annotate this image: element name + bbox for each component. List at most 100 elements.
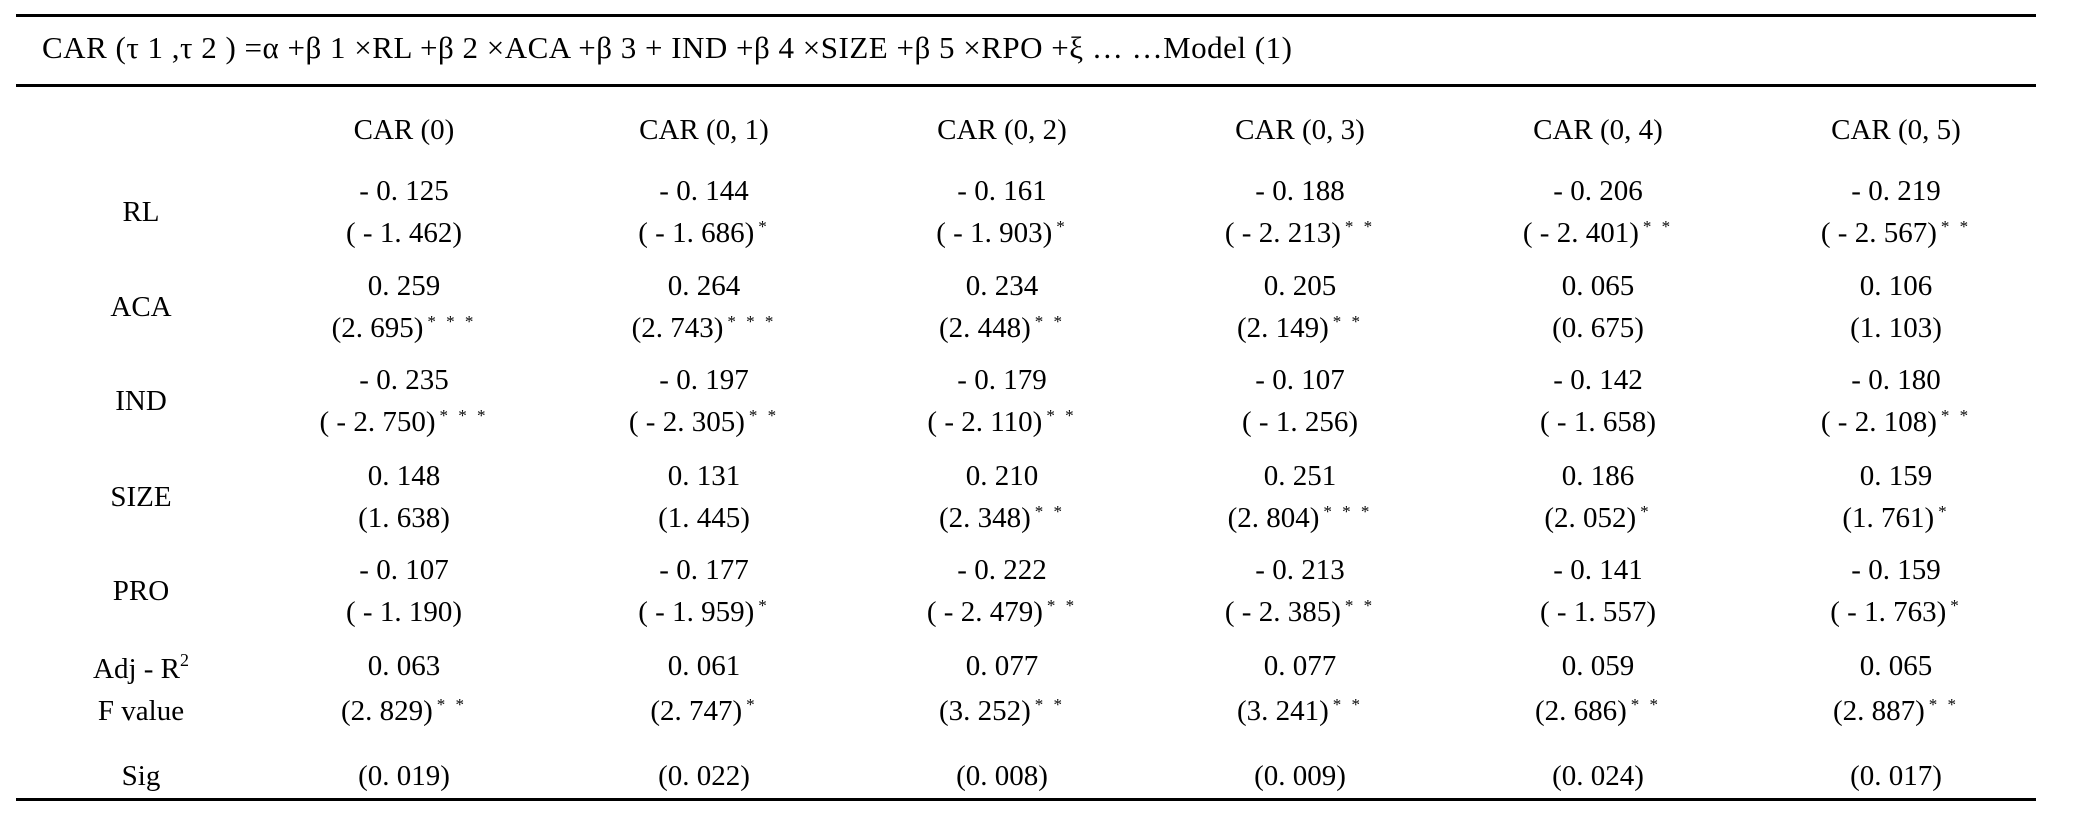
coefficient-cell: 0. 259: [367, 270, 441, 302]
coefficient-cell: - 0. 144: [659, 175, 749, 207]
statistic-cell: (3. 252) * *: [939, 695, 1065, 728]
table-bottom-rule: [16, 798, 2036, 801]
significance-stars: * *: [1034, 695, 1066, 714]
significance-stars: *: [758, 596, 770, 615]
coefficient-cell: 0. 205: [1263, 270, 1337, 302]
significance-stars: * *: [1642, 217, 1674, 236]
statistic-value: (2. 804): [1227, 502, 1320, 534]
row-label-superscript: 2: [180, 650, 189, 670]
table-header-rule: [16, 84, 2036, 87]
statistic-value: ( - 1. 190): [346, 596, 462, 628]
coefficient-cell: 0. 264: [667, 270, 741, 302]
statistic-cell: (2. 887) * *: [1833, 695, 1959, 728]
statistic-value: (2. 829): [340, 695, 433, 727]
statistic-cell: (0. 009): [1254, 760, 1346, 793]
coefficient-cell: - 0. 177: [659, 554, 749, 586]
table-top-rule: [16, 14, 2036, 17]
coefficient-cell: - 0. 141: [1553, 554, 1643, 586]
statistic-cell: (2. 149) * *: [1237, 312, 1363, 345]
statistic-cell: ( - 2. 213) * *: [1225, 217, 1375, 250]
statistic-cell: ( - 1. 462): [346, 217, 462, 250]
statistic-cell: (2. 695) * * *: [332, 312, 477, 345]
statistic-value: (2. 695): [331, 312, 424, 344]
coefficient-cell: - 0. 179: [957, 364, 1047, 396]
statistic-value: (0. 019): [358, 760, 450, 792]
significance-stars: * *: [1344, 217, 1376, 236]
coefficient-cell: 0. 077: [965, 650, 1039, 682]
statistic-value: ( - 1. 903): [936, 217, 1053, 249]
statistic-cell: (0. 022): [658, 760, 750, 793]
statistic-cell: (2. 448) * *: [939, 312, 1065, 345]
statistic-value: ( - 1. 256): [1242, 406, 1358, 438]
statistic-value: ( - 2. 479): [926, 596, 1043, 628]
statistic-value: ( - 1. 763): [1830, 596, 1947, 628]
statistic-cell: ( - 1. 763) *: [1830, 596, 1961, 629]
coefficient-cell: 0. 065: [1561, 270, 1635, 302]
statistic-value: (0. 024): [1552, 760, 1644, 792]
coefficient-cell: 0. 234: [965, 270, 1039, 302]
statistic-value: ( - 2. 110): [927, 406, 1043, 438]
statistic-value: (2. 448): [938, 312, 1031, 344]
statistic-cell: ( - 1. 903) *: [936, 217, 1067, 250]
statistic-value: (3. 252): [938, 695, 1031, 727]
row-label: SIZE: [110, 481, 172, 513]
statistic-cell: (2. 804) * * *: [1228, 502, 1373, 535]
statistic-cell: ( - 2. 385) * *: [1225, 596, 1375, 629]
statistic-cell: (0. 019): [358, 760, 450, 793]
column-header: CAR (0, 1): [639, 114, 769, 146]
statistic-cell: ( - 2. 401) * *: [1523, 217, 1673, 250]
coefficient-cell: 0. 059: [1561, 650, 1635, 682]
statistic-cell: (2. 052) *: [1544, 502, 1651, 535]
coefficient-cell: 0. 106: [1859, 270, 1933, 302]
statistic-cell: (1. 445): [658, 502, 750, 535]
statistic-cell: (3. 241) * *: [1237, 695, 1363, 728]
significance-stars: * * *: [727, 312, 777, 331]
statistic-value: (2. 149): [1236, 312, 1329, 344]
statistic-cell: ( - 2. 305) * *: [629, 406, 779, 439]
statistic-value: (2. 887): [1832, 695, 1925, 727]
row-label: RL: [122, 196, 160, 228]
statistic-value: ( - 2. 385): [1224, 596, 1341, 628]
statistic-value: (1. 638): [358, 502, 450, 534]
coefficient-cell: 0. 063: [367, 650, 441, 682]
coefficient-cell: - 0. 219: [1851, 175, 1941, 207]
statistic-value: (2. 348): [938, 502, 1031, 534]
coefficient-cell: - 0. 125: [359, 175, 449, 207]
significance-stars: *: [1950, 596, 1962, 615]
statistic-cell: ( - 2. 567) * *: [1821, 217, 1971, 250]
significance-stars: * *: [1034, 502, 1066, 521]
coefficient-cell: - 0. 107: [1255, 364, 1345, 396]
statistic-value: (0. 022): [658, 760, 750, 792]
statistic-cell: (1. 638): [358, 502, 450, 535]
statistic-value: (0. 008): [956, 760, 1048, 792]
formula-text: CAR (τ 1 ,τ 2 ) =α +β 1 ×RL +β 2 ×ACA +β…: [42, 30, 1293, 65]
statistic-cell: ( - 1. 959) *: [638, 596, 769, 629]
statistic-cell: (0. 008): [956, 760, 1048, 793]
significance-stars: * *: [1332, 312, 1364, 331]
significance-stars: *: [1640, 502, 1652, 521]
coefficient-cell: 0. 065: [1859, 650, 1933, 682]
row-label: F value: [97, 695, 185, 727]
coefficient-cell: - 0. 142: [1553, 364, 1643, 396]
statistic-value: ( - 2. 108): [1820, 406, 1937, 438]
significance-stars: * *: [1630, 695, 1662, 714]
coefficient-cell: 0. 148: [367, 460, 441, 492]
statistic-cell: (2. 686) * *: [1535, 695, 1661, 728]
statistic-cell: (0. 024): [1552, 760, 1644, 793]
statistic-value: ( - 2. 401): [1522, 217, 1639, 249]
statistic-cell: (0. 017): [1850, 760, 1942, 793]
coefficient-cell: - 0. 180: [1851, 364, 1941, 396]
statistic-value: (1. 761): [1842, 502, 1935, 534]
statistic-value: (2. 743): [631, 312, 724, 344]
statistic-value: ( - 2. 750): [319, 406, 436, 438]
coefficient-cell: 0. 210: [965, 460, 1039, 492]
statistic-value: ( - 1. 462): [346, 217, 462, 249]
coefficient-cell: - 0. 159: [1851, 554, 1941, 586]
column-header: CAR (0, 5): [1831, 114, 1961, 146]
statistic-value: (0. 009): [1254, 760, 1346, 792]
statistic-cell: ( - 1. 190): [346, 596, 462, 629]
statistic-value: ( - 1. 959): [638, 596, 755, 628]
row-label: IND: [115, 385, 167, 417]
statistic-cell: ( - 1. 686) *: [638, 217, 769, 250]
statistic-value: (2. 747): [650, 695, 743, 727]
